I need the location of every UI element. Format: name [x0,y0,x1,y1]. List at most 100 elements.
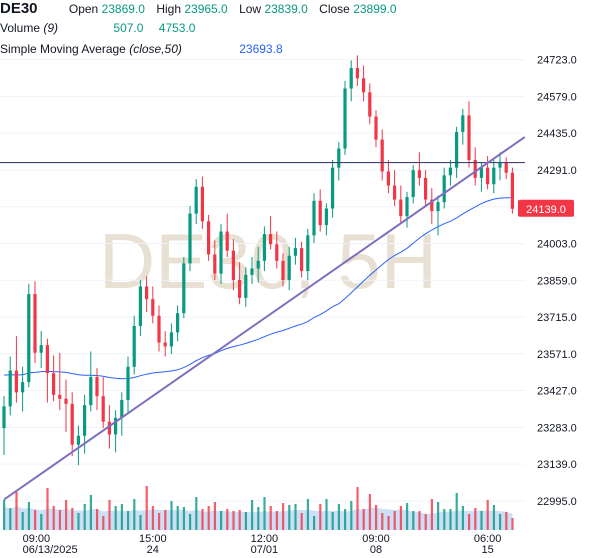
volume-bar-62 [387,516,390,530]
volume-bar-17 [108,500,111,530]
x-tick-date-1: 24 [147,544,159,556]
candle-body-63 [393,185,397,200]
volume-bar-8 [52,506,55,530]
candle-body-55 [343,88,347,149]
price-axis[interactable]: 22995.0 23139.0 23283.0 23427.0 23571.0 23715… [537,55,577,508]
candle-body-6 [39,345,43,353]
volume-bar-18 [114,506,117,530]
volume-bar-74 [461,506,464,530]
candle-body-11 [70,403,74,445]
symbol-title[interactable]: DE30 [0,0,38,17]
volume-bar-7 [46,488,49,530]
volume-bar-23 [145,486,148,530]
volume-bar-5 [34,510,37,530]
volume-bar-58 [362,509,365,530]
candle-body-57 [355,68,359,79]
candle-body-77 [479,167,483,178]
volume-bar-46 [288,505,291,530]
trend-line [3,136,526,501]
volume-bar-3 [21,512,24,530]
y-tick-label-9: 24435.0 [537,128,577,140]
candle-body-19 [120,400,124,418]
x-tick-time-0: 09:00 [23,533,51,545]
volume-bar-82 [511,518,514,530]
candle-body-9 [58,394,62,399]
candle-body-43 [269,234,273,245]
x-tick-time-4: 06:00 [474,533,502,545]
volume-bar-27 [170,501,173,530]
candle-body-48 [300,248,304,272]
candle-body-27 [169,332,173,347]
volume-bar-72 [449,509,452,530]
volume-bar-2 [15,492,18,530]
candle-body-60 [374,116,378,140]
time-axis[interactable]: 09:0006/13/202515:002412:0007/0109:00080… [23,533,502,556]
volume-bar-76 [474,508,477,530]
x-tick-time-2: 12:00 [251,533,279,545]
y-tick-label-4: 23571.0 [537,349,577,361]
sma-path [3,197,513,380]
last-price-label: 24139.0 [526,204,566,216]
candles[interactable] [2,55,514,466]
volume-bar-25 [158,513,161,530]
volume-value: 507.0 [113,21,144,35]
volume-bar-42 [263,497,266,530]
candle-body-26 [163,342,167,347]
volume-bar-38 [238,510,241,530]
drawing-lines[interactable] [0,136,526,501]
y-tick-label-10: 24579.0 [537,91,577,103]
candle-body-37 [231,250,235,280]
x-tick-date-0: 06/13/2025 [23,544,78,556]
candle-body-31 [194,186,198,214]
candle-body-42 [262,234,266,261]
volume-bar-67 [418,511,421,530]
candle-body-52 [324,208,328,226]
volume-label[interactable]: Volume [0,21,41,35]
close-label: Close [319,2,350,16]
chart-grid [0,59,525,502]
candle-body-51 [318,200,322,226]
sma-label[interactable]: Simple Moving Average [0,42,126,56]
candle-body-45 [281,260,285,280]
open-value: 23869.0 [101,2,145,16]
y-tick-label-2: 23283.0 [537,422,577,434]
candle-body-72 [448,167,452,176]
volume-bar-60 [375,505,378,530]
candle-body-3 [21,382,25,393]
candle-body-65 [405,197,409,217]
volume-bar-35 [220,511,223,530]
candle-body-68 [424,177,428,200]
volume-bar-79 [492,505,495,530]
candle-body-16 [101,396,105,422]
volume-bar-48 [300,513,303,530]
candle-body-18 [114,417,118,435]
sma-value: 23693.8 [239,42,283,56]
volume-bar-14 [89,495,92,530]
candle-body-15 [95,377,99,397]
volume-bar-77 [480,511,483,530]
volume-bar-32 [201,509,204,530]
candle-body-35 [219,231,223,274]
volume-bar-33 [207,506,210,530]
candle-body-33 [207,221,211,255]
volume-bar-43 [269,506,272,530]
candle-body-46 [287,255,291,280]
candle-body-12 [76,435,80,445]
candle-body-21 [132,325,136,367]
volume-bar-63 [393,511,396,530]
volume-bar-73 [455,493,458,530]
volume-bar-59 [368,494,371,530]
candle-body-61 [380,139,384,172]
x-tick-time-3: 09:00 [362,533,390,545]
volume-bar-81 [505,512,508,530]
candle-body-80 [498,162,502,168]
y-tick-label-1: 23139.0 [537,459,577,471]
chart-legend: DE30 Open 23869.0 High 23965.0 Low 23839… [0,0,397,62]
candle-body-76 [473,160,477,178]
last-price-badge [518,199,574,217]
candle-body-8 [52,373,56,395]
y-tick-label-11: 24723.0 [537,55,577,67]
volume-bar-75 [468,514,471,530]
candle-body-39 [244,274,248,298]
